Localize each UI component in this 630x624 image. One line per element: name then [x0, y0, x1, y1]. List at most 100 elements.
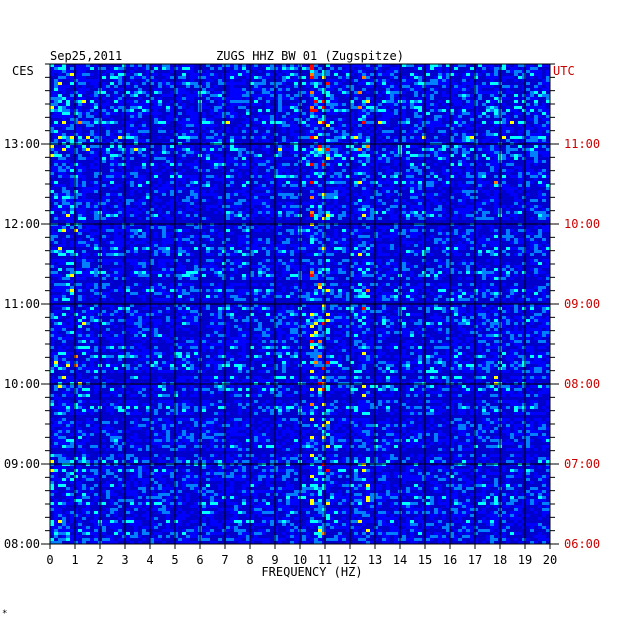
spectrogram-row: [50, 334, 550, 337]
x-tick-label: 19: [518, 553, 532, 567]
x-tick-label: 0: [46, 553, 53, 567]
spectrogram-row: [50, 211, 546, 214]
right-tick-label: 11:00: [564, 137, 600, 151]
spectrogram-row: [62, 292, 546, 295]
spectrogram-row: [50, 208, 550, 211]
spectrogram-row: [54, 136, 546, 139]
spectrogram-row: [50, 199, 546, 202]
spectrogram-row: [54, 385, 550, 388]
x-tick-label: 17: [468, 553, 482, 567]
spectrogram-row: [50, 238, 546, 241]
spectrogram-row: [54, 193, 546, 196]
spectrogram-row: [50, 526, 550, 529]
left-axis-label: CES: [12, 64, 34, 78]
spectrogram-row: [50, 232, 542, 235]
spectrogram-row: [54, 160, 546, 163]
x-tick-label: 7: [221, 553, 228, 567]
spectrogram-row: [50, 124, 550, 127]
spectrogram-row: [50, 175, 550, 178]
spectrogram-row: [50, 280, 74, 283]
x-tick-label: 11: [318, 553, 332, 567]
spectrogram-row: [50, 337, 542, 340]
spectrogram-row: [50, 493, 550, 496]
x-tick-label: 2: [96, 553, 103, 567]
spectrogram-row: [58, 76, 550, 79]
spectrogram-row: [54, 133, 550, 136]
right-tick-label: 07:00: [564, 457, 600, 471]
spectrogram-row: [50, 475, 550, 478]
spectrogram-row: [50, 181, 546, 184]
spectrogram-row: [50, 346, 546, 349]
spectrogram-row: [50, 298, 546, 301]
spectrogram-row: [50, 403, 550, 406]
spectrogram-row: [58, 244, 550, 247]
spectrogram-row: [50, 538, 550, 541]
spectrogram-row: [50, 235, 542, 238]
spectrogram-row: [50, 406, 546, 409]
spectrogram-row: [50, 250, 546, 253]
x-tick-label: 18: [493, 553, 507, 567]
spectrogram-row: [50, 484, 546, 487]
spectrogram-row: [50, 454, 538, 457]
spectrogram-row: [50, 154, 550, 157]
spectrogram-row: [54, 79, 550, 82]
spectrogram-row: [54, 358, 550, 361]
spectrogram-row: [50, 376, 550, 379]
spectrogram-row: [58, 253, 546, 256]
spectrogram-row: [54, 205, 542, 208]
grid-layer: [49, 64, 551, 545]
spectrogram-row: [54, 82, 550, 85]
spectrogram-row: [50, 91, 546, 94]
spectrogram-row: [50, 340, 546, 343]
x-tick-label: 20: [543, 553, 557, 567]
spectrogram-row: [58, 349, 534, 352]
left-tick-label: 12:00: [4, 217, 40, 231]
left-tick-label: 13:00: [4, 137, 40, 151]
spectrogram-row: [82, 451, 86, 454]
spectrogram-row: [50, 478, 546, 481]
spectrogram-row: [50, 472, 538, 475]
spectrogram-row: [50, 196, 546, 199]
spectrogram-row: [66, 220, 326, 223]
spectrogram-row: [50, 505, 550, 508]
chart-title: ZUGS HHZ BW 01 (Zugspitze): [216, 49, 404, 63]
spectrogram-row: [50, 490, 546, 493]
spectrogram-row: [50, 520, 526, 523]
spectrogram-row: [50, 502, 550, 505]
spectrogram-row: [54, 466, 550, 469]
spectrogram-row: [50, 103, 546, 106]
spectrogram-row: [50, 70, 550, 73]
spectrogram-row: [50, 418, 550, 421]
spectrogram-row: [54, 511, 550, 514]
spectrogram-row: [74, 256, 86, 259]
spectrogram-row: [54, 286, 546, 289]
spectrogram-row: [66, 448, 546, 451]
spectrogram-row: [50, 262, 550, 265]
x-tick-label: 15: [418, 553, 432, 567]
x-tick-label: 10: [293, 553, 307, 567]
spectrogram-row: [54, 121, 550, 124]
spectrogram-row: [50, 331, 550, 334]
spectrogram-row: [54, 310, 550, 313]
spectrogram-row: [54, 202, 530, 205]
spectrogram-row: [50, 379, 534, 382]
spectrogram-row: [50, 301, 58, 304]
spectrogram-row: [50, 481, 546, 484]
spectrogram-row: [50, 316, 550, 319]
spectrogram-row: [50, 460, 550, 463]
x-tick-label: 3: [121, 553, 128, 567]
x-tick-label: 9: [271, 553, 278, 567]
spectrogram-row: [50, 541, 546, 544]
spectrogram-row: [50, 130, 550, 133]
spectrogram-row: [54, 163, 538, 166]
spectrogram-row: [50, 226, 550, 229]
spectrogram-row: [50, 469, 550, 472]
spectrogram-row: [50, 529, 550, 532]
spectrogram-row: [50, 190, 542, 193]
spectrogram-row: [54, 283, 550, 286]
spectrogram-row: [50, 289, 546, 292]
x-tick-label: 5: [171, 553, 178, 567]
spectrogram-row: [54, 322, 550, 325]
spectrogram-row: [50, 367, 546, 370]
